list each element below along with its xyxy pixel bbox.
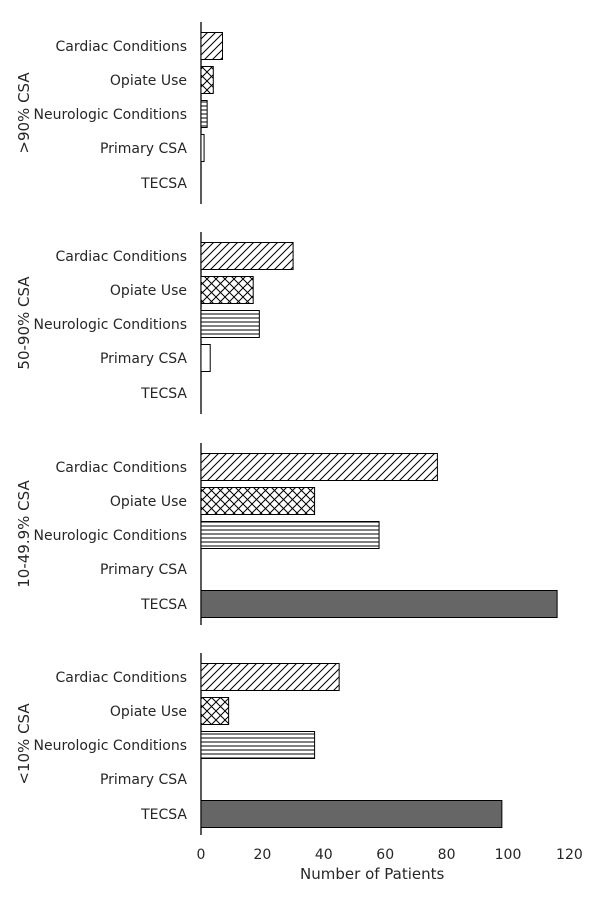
category-label: Opiate Use <box>110 73 187 89</box>
bar-cardiac-conditions <box>200 663 340 691</box>
category-label: Cardiac Conditions <box>56 460 187 476</box>
panel-2: 50-90% CSA Cardiac Conditions Opiate Use Ne… <box>15 232 294 414</box>
category-label: Neurologic Conditions <box>34 738 187 754</box>
category-label: Neurologic Conditions <box>34 317 187 333</box>
category-label: Cardiac Conditions <box>56 670 187 686</box>
bar-neurologic-conditions <box>200 731 316 759</box>
bar-opiate-use <box>200 697 230 725</box>
x-tick-label: 20 <box>253 847 271 863</box>
bar-tecsa <box>200 590 558 618</box>
panel-label: 50-90% CSA <box>15 276 33 370</box>
bar-tecsa <box>200 800 503 828</box>
bar-cardiac-conditions <box>200 32 223 60</box>
bar-cardiac-conditions <box>200 242 294 270</box>
panel-3: 10-49.9% CSA Cardiac Conditions Opiate Use… <box>15 443 558 625</box>
panel-label: <10% CSA <box>15 703 33 785</box>
bar-primary-csa <box>200 344 211 372</box>
category-label: Opiate Use <box>110 704 187 720</box>
category-label: Neurologic Conditions <box>34 107 187 123</box>
bar-neurologic-conditions <box>200 521 380 549</box>
bar-opiate-use <box>200 66 214 94</box>
x-tick-label: 100 <box>495 847 522 863</box>
panel-1: >90% CSA Cardiac Conditions Opiate Use Neur… <box>15 22 223 204</box>
category-label: Opiate Use <box>110 283 187 299</box>
x-axis: 0 20 40 60 80 100 120 <box>197 847 583 863</box>
category-label: Primary CSA <box>100 351 187 367</box>
x-tick-label: 120 <box>556 847 583 863</box>
bar-cardiac-conditions <box>200 453 438 481</box>
category-label: Primary CSA <box>100 772 187 788</box>
x-axis-title: Number of Patients <box>300 865 444 883</box>
bar-opiate-use <box>200 276 254 304</box>
x-tick-label: 60 <box>376 847 394 863</box>
bar-opiate-use <box>200 487 316 515</box>
category-label: Opiate Use <box>110 494 187 510</box>
category-label: TECSA <box>140 176 187 192</box>
x-tick-label: 40 <box>315 847 333 863</box>
bar-neurologic-conditions <box>200 100 208 128</box>
bar-neurologic-conditions <box>200 310 260 338</box>
category-label: TECSA <box>140 807 187 823</box>
bar-primary-csa <box>200 134 205 162</box>
category-label: TECSA <box>140 597 187 613</box>
x-tick-label: 80 <box>438 847 456 863</box>
panels: >90% CSA Cardiac Conditions Opiate Use Neur… <box>15 22 558 835</box>
x-tick-label: 0 <box>197 847 206 863</box>
panel-label: 10-49.9% CSA <box>15 480 33 588</box>
category-label: Primary CSA <box>100 562 187 578</box>
category-label: Primary CSA <box>100 141 187 157</box>
category-label: Neurologic Conditions <box>34 528 187 544</box>
category-label: Cardiac Conditions <box>56 39 187 55</box>
panel-4: <10% CSA Cardiac Conditions Opiate Use Neur… <box>15 653 503 835</box>
panel-label: >90% CSA <box>15 72 33 154</box>
category-label: Cardiac Conditions <box>56 249 187 265</box>
category-label: TECSA <box>140 386 187 402</box>
